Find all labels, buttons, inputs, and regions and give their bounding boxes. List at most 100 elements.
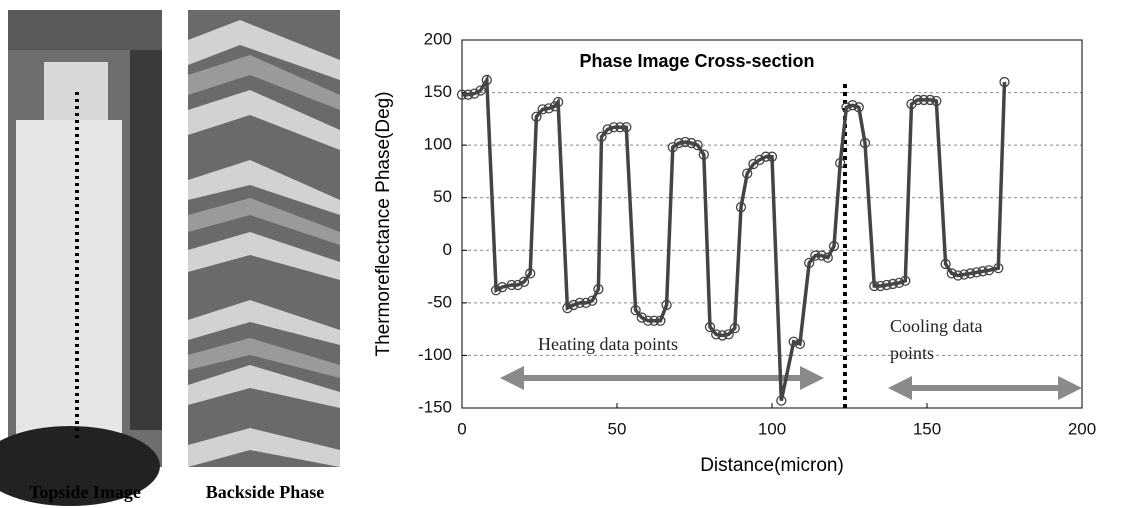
x-tick-label: 0 bbox=[457, 419, 466, 438]
arrowhead bbox=[800, 366, 824, 390]
data-point bbox=[952, 270, 964, 281]
data-point bbox=[835, 157, 846, 169]
topside-image bbox=[0, 10, 162, 506]
data-point bbox=[704, 321, 716, 333]
data-point bbox=[531, 111, 542, 122]
data-point bbox=[735, 202, 747, 213]
data-point bbox=[794, 338, 806, 350]
data-point bbox=[543, 103, 554, 114]
data-point bbox=[490, 285, 502, 296]
data-point bbox=[463, 89, 474, 100]
data-point bbox=[593, 284, 604, 295]
arrowhead bbox=[888, 376, 912, 400]
panel-caption: Backside Phase bbox=[206, 482, 325, 502]
data-point bbox=[887, 278, 899, 290]
data-point bbox=[686, 137, 697, 149]
y-tick-label: -150 bbox=[418, 397, 452, 416]
data-point bbox=[776, 395, 787, 406]
data-point bbox=[999, 76, 1010, 88]
data-point bbox=[587, 295, 598, 306]
data-line bbox=[462, 73, 1007, 402]
panel-caption: Topside Image bbox=[29, 482, 141, 502]
data-point bbox=[512, 279, 523, 291]
data-point bbox=[822, 252, 833, 263]
data-point bbox=[636, 312, 647, 323]
data-point bbox=[469, 88, 480, 99]
data-point bbox=[853, 102, 864, 113]
data-point bbox=[918, 94, 930, 106]
data-point bbox=[828, 240, 840, 252]
y-tick-label: 100 bbox=[424, 135, 452, 154]
data-point bbox=[912, 94, 923, 106]
data-point bbox=[630, 305, 641, 316]
data-point bbox=[580, 297, 592, 309]
data-point bbox=[788, 336, 799, 347]
data-point bbox=[754, 154, 765, 166]
data-point bbox=[698, 149, 709, 160]
data-point bbox=[574, 297, 585, 309]
data-point bbox=[859, 137, 871, 149]
data-point bbox=[810, 250, 821, 261]
arrowhead bbox=[1058, 376, 1082, 400]
data-point bbox=[481, 74, 492, 86]
data-point bbox=[497, 281, 508, 293]
y-tick-label: 200 bbox=[424, 29, 452, 48]
data-point bbox=[608, 122, 620, 133]
data-point bbox=[692, 139, 703, 151]
data-point bbox=[959, 269, 970, 280]
data-point bbox=[924, 94, 936, 106]
x-tick-label: 200 bbox=[1068, 419, 1096, 438]
data-point bbox=[881, 279, 892, 291]
data-point bbox=[711, 329, 722, 340]
y-tick-label: -50 bbox=[427, 292, 452, 311]
data-point bbox=[552, 96, 564, 108]
data-point bbox=[642, 315, 654, 326]
data-point bbox=[760, 151, 771, 162]
data-point bbox=[766, 151, 778, 162]
data-point bbox=[971, 267, 982, 278]
x-tick-label: 50 bbox=[608, 419, 627, 438]
data-point bbox=[804, 257, 815, 269]
data-point bbox=[562, 302, 573, 314]
y-tick-label: -100 bbox=[418, 345, 452, 364]
backside-image bbox=[188, 10, 340, 467]
data-point bbox=[649, 315, 660, 326]
data-point bbox=[723, 329, 734, 340]
data-point bbox=[456, 89, 468, 100]
annotation: Heating data points bbox=[538, 334, 678, 354]
data-point bbox=[661, 299, 672, 311]
data-point bbox=[983, 265, 995, 276]
data-point bbox=[893, 277, 905, 289]
data-point bbox=[946, 268, 957, 279]
data-point bbox=[596, 131, 607, 142]
data-point bbox=[993, 263, 1004, 274]
data-point bbox=[655, 315, 666, 326]
data-point bbox=[621, 122, 632, 133]
data-point bbox=[673, 137, 685, 149]
data-point bbox=[518, 276, 530, 287]
data-point bbox=[614, 122, 626, 133]
y-tick-label: 50 bbox=[433, 187, 452, 206]
annotation: points bbox=[890, 343, 934, 363]
data-point bbox=[729, 322, 740, 334]
data-point bbox=[717, 330, 728, 341]
data-point bbox=[847, 100, 858, 111]
data-point bbox=[475, 85, 486, 96]
data-point bbox=[568, 299, 579, 311]
x-tick-label: 100 bbox=[758, 419, 786, 438]
y-tick-label: 150 bbox=[424, 82, 452, 101]
data-point bbox=[931, 95, 942, 107]
chart-title: Phase Image Cross-section bbox=[579, 51, 814, 71]
y-tick-label: 0 bbox=[443, 240, 452, 259]
data-point bbox=[940, 258, 951, 270]
y-axis-label: Thermoreflectance Phase(Deg) bbox=[373, 91, 394, 356]
data-point bbox=[869, 280, 880, 292]
data-point bbox=[841, 102, 852, 113]
data-point bbox=[977, 266, 988, 277]
arrowhead bbox=[500, 366, 524, 390]
x-tick-label: 150 bbox=[913, 419, 941, 438]
data-point bbox=[965, 268, 976, 279]
annotation: Cooling data bbox=[890, 316, 983, 336]
